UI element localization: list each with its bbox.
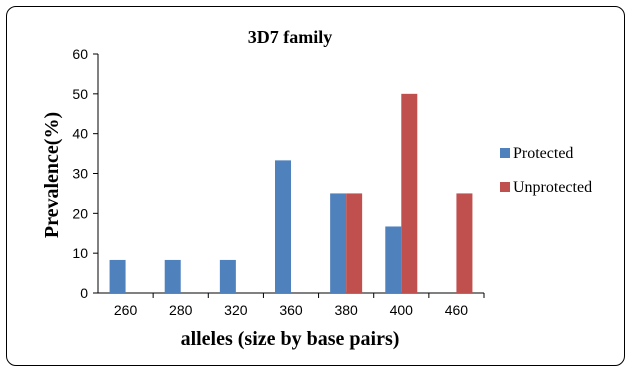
- plot-area: 0 10 20 30 40 50 60 260 280 320 360 380 400 460: [72, 46, 485, 318]
- bar-unprotected: [401, 93, 418, 293]
- x-tick-label: 400: [390, 302, 414, 318]
- x-tick-label: 380: [334, 302, 358, 318]
- y-tick-label: 20: [72, 205, 88, 221]
- y-tick-label: 0: [80, 285, 88, 301]
- y-tick-label: 30: [72, 166, 88, 182]
- bar-protected: [330, 193, 347, 293]
- legend-swatch-protected: [500, 148, 510, 158]
- legend-swatch-unprotected: [500, 182, 510, 192]
- y-tick-label: 40: [72, 126, 88, 142]
- bar-protected: [219, 259, 236, 293]
- bar-unprotected: [456, 193, 473, 293]
- y-tick-label: 60: [72, 46, 88, 62]
- x-axis-title: alleles (size by base pairs): [181, 328, 400, 350]
- bar-protected: [164, 259, 181, 293]
- bar-protected: [109, 259, 126, 293]
- legend-label-unprotected: Unprotected: [513, 179, 592, 196]
- bar-chart: 3D7 family Prevalence(%) alleles (size b…: [41, 27, 592, 350]
- chart-title: 3D7 family: [248, 27, 333, 47]
- x-tick-label: 280: [169, 302, 193, 318]
- bar-protected: [385, 226, 402, 293]
- bar-protected: [275, 160, 291, 293]
- y-axis-title: Prevalence(%): [41, 112, 63, 238]
- chart-frame: [6, 6, 625, 366]
- x-tick-label: 460: [445, 302, 469, 318]
- legend-label-protected: Protected: [513, 145, 573, 162]
- x-tick-label: 260: [114, 302, 138, 318]
- legend: Protected Unprotected: [500, 145, 592, 196]
- x-tick-label: 320: [224, 302, 248, 318]
- x-tick-label: 360: [279, 302, 303, 318]
- y-tick-label: 50: [72, 86, 88, 102]
- bar-unprotected: [346, 193, 363, 293]
- y-tick-label: 10: [72, 245, 88, 261]
